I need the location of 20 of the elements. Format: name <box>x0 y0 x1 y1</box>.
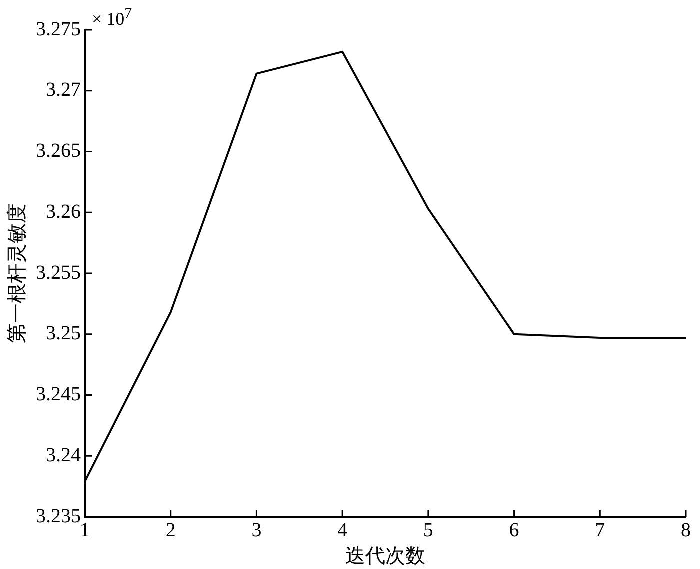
x-tick-label: 7 <box>595 519 606 542</box>
x-tick-label: 4 <box>338 519 348 542</box>
y-tick-label: 3.26 <box>46 200 81 223</box>
y-tick-label: 3.255 <box>36 262 81 284</box>
x-tick-label: 6 <box>509 519 520 542</box>
x-axis-title: 迭代次数 <box>346 545 426 568</box>
x-tick-label: 3 <box>252 519 262 542</box>
y-tick-label: 3.275 <box>36 18 81 40</box>
y-axis-title: 第一根杆灵敏度 <box>6 204 28 344</box>
y-tick-label: 3.25 <box>46 322 81 345</box>
y-tick-label: 3.235 <box>36 505 81 528</box>
x-tick-label: 8 <box>681 519 691 542</box>
y-tick-label: 3.24 <box>46 444 81 466</box>
x-tick-label: 2 <box>166 519 176 542</box>
x-tick-label: 5 <box>423 519 434 542</box>
y-tick-label: 3.27 <box>46 79 81 102</box>
y-tick-label: 3.265 <box>36 140 81 162</box>
y-tick-label: 3.245 <box>36 384 81 406</box>
text: × 10$^{7}$ <box>92 6 132 30</box>
x-tick-label: 1 <box>80 519 90 542</box>
